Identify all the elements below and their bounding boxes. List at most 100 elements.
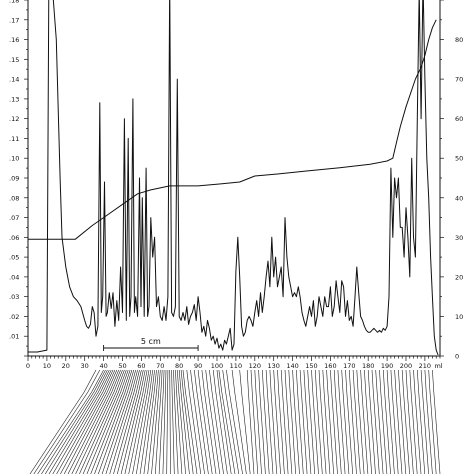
chart-axes: [27, 0, 441, 357]
fraction-marker-line: [105, 369, 138, 474]
fraction-marker-line: [432, 369, 441, 474]
y-left-tick-label: .08: [9, 194, 19, 202]
fraction-marker-line: [360, 369, 369, 474]
fraction-marker-line: [262, 369, 270, 474]
fraction-marker-line: [246, 369, 255, 474]
fraction-marker-line: [173, 369, 179, 474]
y-left-tick-label: .01: [9, 333, 19, 341]
y-left-tick-label: .12: [9, 115, 19, 123]
y-right-tick-label: 60: [455, 115, 463, 123]
fraction-marker-line: [67, 369, 119, 474]
fraction-marker-line: [190, 369, 205, 474]
fraction-marker-line: [424, 369, 433, 474]
x-tick-label: 50: [118, 362, 126, 370]
fraction-marker-line: [284, 369, 293, 474]
x-tick-label: 0: [26, 362, 30, 370]
fraction-marker-line: [386, 369, 395, 474]
y-left-tick-label: .13: [9, 95, 19, 103]
fraction-marker-line: [117, 369, 144, 474]
fraction-marker-line: [265, 369, 274, 474]
scale-bar-label: 5 cm: [141, 337, 161, 346]
fraction-marker-line: [375, 369, 384, 474]
y-right-tick-label: 20: [455, 273, 463, 281]
fraction-marker-line: [120, 369, 146, 474]
y-right-tick-label: 10: [455, 313, 463, 321]
data-lines: [28, 0, 439, 356]
fraction-marker-line: [90, 369, 131, 474]
fraction-marker-line: [239, 369, 251, 474]
fraction-marker-line: [37, 369, 104, 474]
x-tick-label: 100: [211, 362, 223, 370]
y-left-tick-label: .04: [9, 273, 19, 281]
fraction-marker-line: [326, 369, 334, 474]
y-left-tick-label: .10: [9, 155, 19, 163]
fraction-marker-line: [383, 369, 391, 474]
y-left-tick-label: .05: [9, 254, 19, 262]
x-tick-label: 20: [62, 362, 70, 370]
fraction-marker-line: [398, 369, 407, 474]
fraction-marker-line: [162, 369, 167, 474]
fraction-marker-line: [371, 369, 380, 474]
fraction-marker-line: [258, 369, 266, 474]
axis-ticks: 0 10 20 30 40 50 60 70 80 90 100 110 120 130 140 150 160…: [9, 0, 463, 370]
fraction-marker-line: [337, 369, 346, 474]
fraction-marker-line: [417, 369, 426, 474]
fraction-marker-line: [401, 369, 410, 474]
fraction-marker-line: [209, 369, 224, 474]
fraction-marker-line: [352, 369, 361, 474]
fraction-marker-line: [33, 369, 101, 474]
fraction-marker-line: [311, 369, 319, 474]
fraction-marker-line: [132, 369, 152, 474]
fraction-marker-line: [178, 369, 190, 474]
fraction-marker-line: [98, 369, 135, 474]
fraction-marker-line: [155, 369, 163, 474]
fraction-marker-line: [322, 369, 331, 474]
fraction-marker-line: [136, 369, 153, 474]
fraction-marker-line: [333, 369, 342, 474]
fraction-marker-line: [356, 369, 365, 474]
fraction-marker-line: [197, 369, 213, 474]
fraction-marker-line: [75, 369, 123, 474]
x-unit-label: ml: [434, 362, 442, 370]
y-right-tick-label: 80: [455, 36, 463, 44]
fraction-marker-line: [151, 369, 161, 474]
fraction-marker-line: [307, 369, 315, 474]
fraction-marker-line: [169, 369, 171, 474]
fraction-marker-line: [143, 369, 157, 474]
x-tick-label: 80: [175, 362, 183, 370]
fraction-marker-line: [171, 369, 175, 474]
y-left-tick-label: .09: [9, 175, 19, 183]
fraction-marker-line: [63, 369, 118, 474]
y-right-tick-label: 70: [455, 76, 463, 84]
fraction-marker-line: [269, 369, 278, 474]
x-tick-label: 120: [249, 362, 261, 370]
x-tick-label: 150: [305, 362, 317, 370]
fraction-marker-line: [139, 369, 155, 474]
fraction-markers: [29, 369, 441, 474]
fraction-marker-line: [177, 369, 186, 474]
fraction-marker-line: [180, 369, 194, 474]
x-tick-label: 10: [43, 362, 51, 370]
annotations: 5 cm: [103, 337, 199, 351]
x-tick-label: 210: [419, 362, 431, 370]
fraction-marker-line: [341, 369, 350, 474]
y-left-tick-label: .06: [9, 234, 19, 242]
y-left-tick-label: .14: [9, 76, 19, 84]
fraction-marker-line: [280, 369, 289, 474]
x-tick-label: 140: [286, 362, 298, 370]
fraction-marker-line: [277, 369, 285, 474]
y-left-tick-label: .11: [9, 135, 19, 143]
fraction-marker-line: [273, 369, 281, 474]
fraction-marker-line: [41, 369, 106, 474]
gradient-line: [28, 19, 437, 240]
fraction-marker-line: [379, 369, 388, 474]
x-tick-label: 60: [137, 362, 145, 370]
fraction-marker-line: [413, 369, 422, 474]
x-tick-label: 30: [81, 362, 89, 370]
x-tick-label: 190: [381, 362, 393, 370]
fraction-marker-line: [166, 369, 169, 474]
fraction-marker-line: [113, 369, 142, 474]
fraction-marker-line: [71, 369, 121, 474]
x-tick-label: 90: [194, 362, 202, 370]
x-tick-label: 170: [343, 362, 355, 370]
